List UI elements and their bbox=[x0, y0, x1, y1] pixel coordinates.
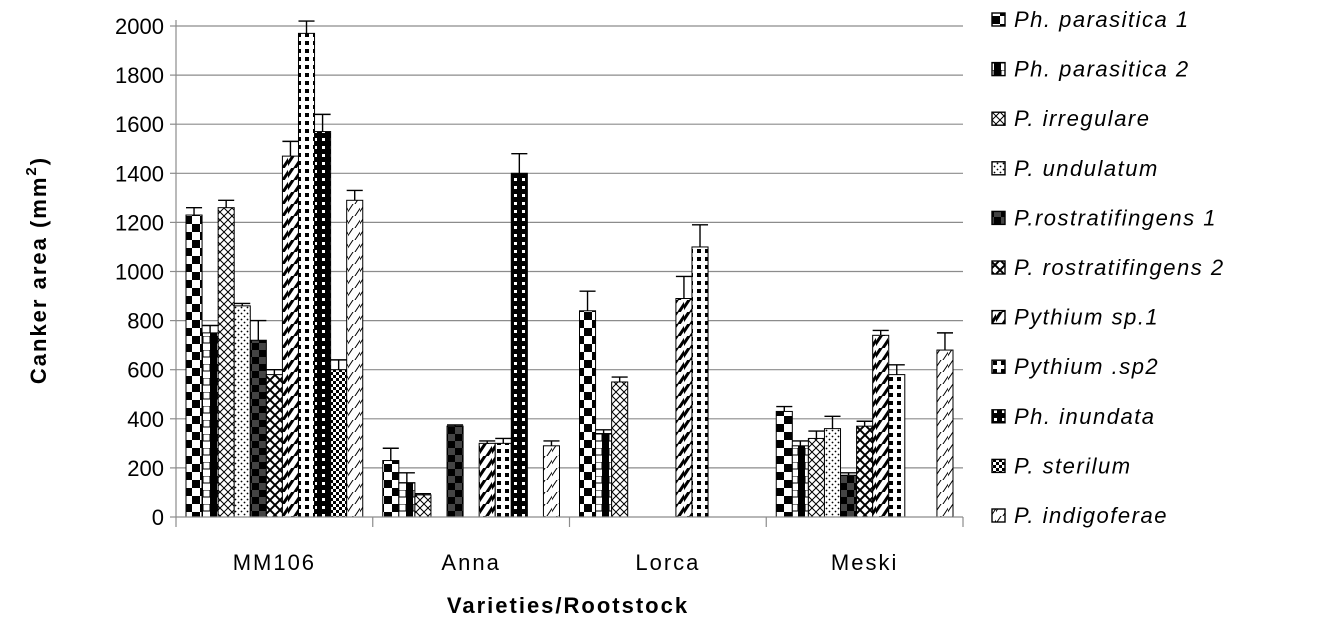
bar bbox=[281, 155, 299, 518]
y-tick-labels: 0 200 400 600 800 1000 1200 1400 1600 1800 2000 bbox=[115, 14, 164, 530]
bar bbox=[249, 339, 267, 518]
legend-swatch bbox=[991, 111, 1006, 126]
y-tick-label: 1800 bbox=[115, 63, 164, 88]
legend-label: P. undulatum bbox=[1014, 156, 1159, 181]
legend-label: P. indigoferae bbox=[1014, 503, 1168, 528]
bar bbox=[446, 425, 464, 518]
legend-label: Pythium sp.1 bbox=[1014, 305, 1159, 330]
y-tick-label: 400 bbox=[127, 407, 164, 432]
legend-swatch bbox=[991, 458, 1006, 474]
bar bbox=[872, 334, 890, 518]
bar bbox=[265, 374, 283, 518]
bar bbox=[414, 494, 432, 518]
y-tick-label: 1600 bbox=[115, 112, 164, 137]
legend-swatch bbox=[991, 409, 1006, 424]
bar bbox=[691, 246, 709, 518]
x-tick-label: MM106 bbox=[233, 550, 316, 575]
legend-label: Ph. inundata bbox=[1014, 404, 1156, 429]
bar bbox=[330, 369, 348, 518]
y-tick-label: 0 bbox=[152, 505, 164, 530]
x-tick-label: Lorca bbox=[635, 550, 700, 575]
y-tick-label: 2000 bbox=[115, 14, 164, 39]
legend-swatch bbox=[991, 12, 1006, 27]
bar bbox=[297, 32, 316, 518]
bar bbox=[856, 425, 874, 518]
bar bbox=[579, 310, 597, 518]
legend-label: Ph. parasitica 2 bbox=[1014, 57, 1190, 82]
y-tick-label: 1200 bbox=[115, 210, 164, 235]
x-tick-label: Meski bbox=[831, 550, 898, 575]
bar bbox=[217, 207, 235, 518]
legend-label: P.rostratifingens 1 bbox=[1014, 205, 1217, 230]
y-tick-label: 200 bbox=[127, 456, 164, 481]
bar bbox=[823, 428, 842, 518]
bar bbox=[888, 374, 906, 518]
bar bbox=[595, 433, 613, 518]
bar bbox=[233, 305, 251, 518]
bar bbox=[775, 410, 793, 518]
legend-label: P. irregulare bbox=[1014, 106, 1151, 131]
legend-swatch bbox=[991, 309, 1006, 325]
legend-swatch bbox=[991, 508, 1006, 523]
bar bbox=[382, 460, 400, 518]
legend-swatch bbox=[991, 61, 1006, 77]
bar bbox=[314, 131, 332, 518]
legend-label: Ph. parasitica 1 bbox=[1014, 7, 1190, 32]
y-axis-title-close: ) bbox=[26, 156, 51, 165]
bar bbox=[201, 332, 219, 518]
legend-swatch bbox=[991, 161, 1006, 176]
bar bbox=[675, 298, 693, 518]
legend: Ph. parasitica 1 Ph. parasitica 2 P. irreg… bbox=[991, 7, 1225, 528]
bar bbox=[494, 442, 512, 518]
bar bbox=[840, 474, 858, 518]
y-tick-label: 1400 bbox=[115, 161, 164, 186]
bar bbox=[346, 199, 364, 518]
bar bbox=[185, 214, 203, 518]
axes bbox=[175, 20, 964, 527]
bar bbox=[542, 445, 561, 518]
legend-swatch bbox=[991, 260, 1006, 275]
legend-swatch bbox=[991, 359, 1006, 374]
legend-label: Pythium .sp2 bbox=[1014, 354, 1159, 379]
x-tick-label: Anna bbox=[441, 550, 500, 575]
y-axis-title: Canker area (mm2) bbox=[23, 156, 51, 384]
bar bbox=[936, 349, 954, 518]
y-tick-label: 600 bbox=[127, 358, 164, 383]
bar bbox=[510, 172, 528, 518]
legend-swatch bbox=[991, 210, 1006, 226]
bar bbox=[478, 442, 496, 518]
bars-layer bbox=[185, 20, 954, 518]
legend-label: P. rostratifingens 2 bbox=[1014, 255, 1225, 280]
bar bbox=[807, 437, 825, 518]
y-axis-title-superscript: 2 bbox=[23, 165, 40, 175]
bar bbox=[611, 381, 629, 518]
y-axis-title-text: Canker area (mm bbox=[26, 176, 51, 385]
bar bbox=[398, 482, 416, 518]
y-tick-label: 800 bbox=[127, 309, 164, 334]
y-tick-label: 1000 bbox=[115, 260, 164, 285]
x-axis-title: Varieties/Rootstock bbox=[447, 593, 689, 618]
legend-label: P. sterilum bbox=[1014, 453, 1132, 478]
bar bbox=[791, 445, 809, 518]
x-tick-labels: MM106 Anna Lorca Meski bbox=[233, 550, 898, 575]
